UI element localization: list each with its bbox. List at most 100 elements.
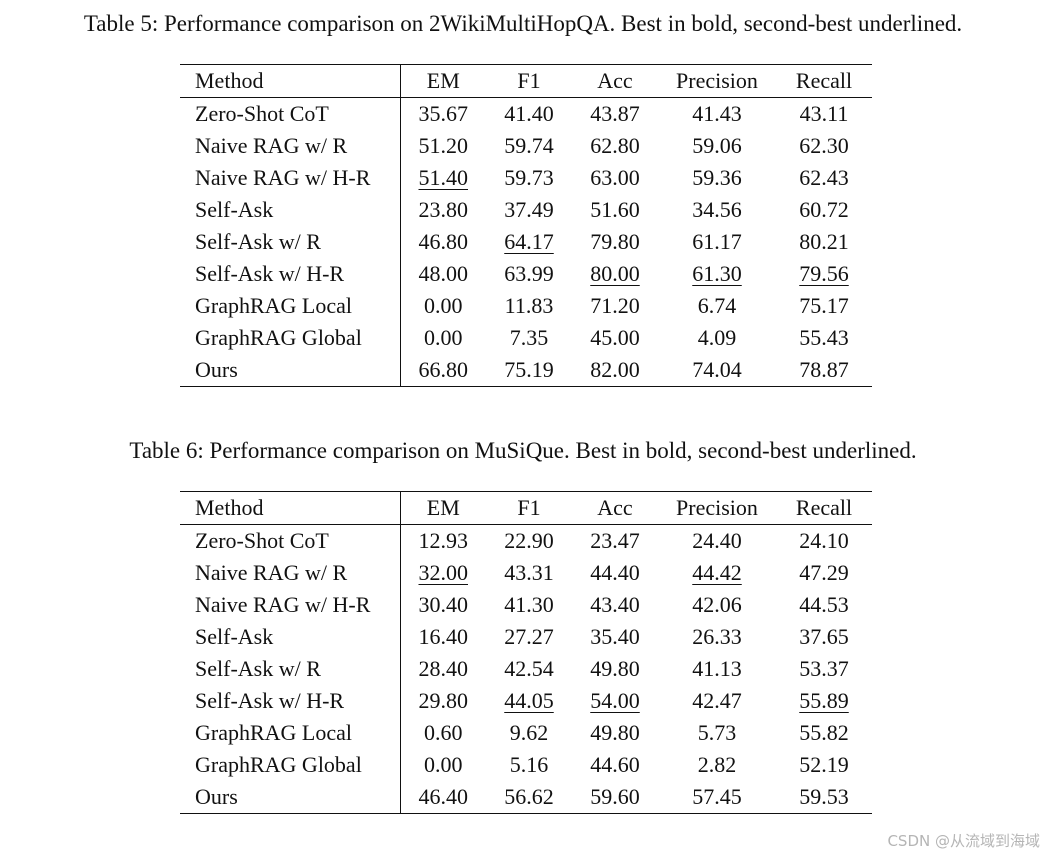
- method-cell: Ours: [180, 354, 401, 387]
- em-cell: 66.80: [418, 357, 469, 382]
- recall-cell: 55.89: [799, 688, 849, 713]
- f1-cell: 5.16: [509, 752, 549, 777]
- precision-cell: 61.17: [692, 229, 742, 254]
- recall-cell: 53.37: [799, 656, 849, 681]
- method-cell: Self-Ask w/ H-R: [180, 258, 401, 290]
- acc-cell: 49.80: [590, 720, 640, 745]
- em-cell: 0.60: [424, 720, 463, 745]
- f1-cell: 64.17: [504, 229, 554, 254]
- precision-cell: 61.30: [692, 261, 742, 286]
- recall-cell: 79.56: [799, 261, 849, 286]
- precision-cell: 41.13: [692, 656, 742, 681]
- column-header-em: EM: [426, 495, 460, 520]
- table-5: Method EM F1 Acc Precision Recall Zero-S…: [180, 64, 872, 387]
- column-header-acc: Acc: [597, 68, 633, 93]
- f1-cell: 37.49: [504, 197, 554, 222]
- column-header-method: Method: [180, 491, 401, 525]
- column-header-method: Method: [180, 64, 401, 98]
- em-cell: 12.93: [418, 528, 469, 553]
- em-cell: 32.00: [418, 560, 469, 585]
- precision-cell: 42.06: [692, 592, 742, 617]
- acc-cell: 49.80: [590, 656, 640, 681]
- table-row: GraphRAG Local 0.00 11.83 71.20 6.74 75.17: [180, 290, 872, 322]
- method-cell: Naive RAG w/ R: [180, 557, 401, 589]
- method-cell: Naive RAG w/ H-R: [180, 589, 401, 621]
- acc-cell: 82.00: [590, 357, 640, 382]
- method-cell: GraphRAG Global: [180, 322, 401, 354]
- column-header-recall: Recall: [795, 68, 853, 93]
- em-cell: 0.00: [424, 752, 463, 777]
- column-header-f1: F1: [517, 495, 541, 520]
- table-header-row: Method EM F1 Acc Precision Recall: [180, 64, 872, 98]
- recall-cell: 47.29: [799, 560, 849, 585]
- precision-cell: 74.04: [692, 357, 742, 382]
- em-cell: 51.40: [418, 165, 469, 190]
- table-5-caption: Table 5: Performance comparison on 2Wiki…: [83, 11, 963, 36]
- em-cell: 48.00: [418, 261, 469, 286]
- precision-cell: 57.45: [692, 784, 742, 809]
- recall-cell: 75.17: [799, 293, 849, 318]
- method-cell: GraphRAG Local: [180, 717, 401, 749]
- table-6-caption: Table 6: Performance comparison on MuSiQ…: [129, 438, 917, 463]
- table-row: Self-Ask 23.80 37.49 51.60 34.56 60.72: [180, 194, 872, 226]
- f1-cell: 75.19: [504, 357, 554, 382]
- acc-cell: 79.80: [590, 229, 640, 254]
- acc-cell: 45.00: [590, 325, 640, 350]
- table-row: Naive RAG w/ H-R 51.40 59.73 63.00 59.36 62.4…: [180, 162, 872, 194]
- recall-cell: 60.72: [799, 197, 849, 222]
- method-cell: Self-Ask w/ H-R: [180, 685, 401, 717]
- table-row: Self-Ask 16.40 27.27 35.40 26.33 37.65: [180, 621, 872, 653]
- column-header-acc: Acc: [597, 495, 633, 520]
- column-header-precision: Precision: [676, 68, 758, 93]
- method-cell: Naive RAG w/ R: [180, 130, 401, 162]
- recall-cell: 59.53: [799, 784, 849, 809]
- recall-cell: 62.43: [799, 165, 849, 190]
- recall-cell: 78.87: [799, 357, 849, 382]
- method-cell: Zero-Shot CoT: [180, 97, 401, 130]
- recall-cell: 43.11: [799, 101, 849, 126]
- table-row: Naive RAG w/ R 32.00 43.31 44.40 44.42 47.29: [180, 557, 872, 589]
- table-row: Self-Ask w/ H-R 48.00 63.99 80.00 61.30 79.56: [180, 258, 872, 290]
- recall-cell: 62.30: [799, 133, 849, 158]
- column-header-f1: F1: [517, 68, 541, 93]
- method-cell: Self-Ask: [180, 621, 401, 653]
- em-cell: 51.20: [418, 133, 469, 158]
- recall-cell: 55.43: [799, 325, 849, 350]
- column-header-em: EM: [426, 68, 460, 93]
- method-cell: Naive RAG w/ H-R: [180, 162, 401, 194]
- precision-cell: 59.36: [692, 165, 742, 190]
- em-cell: 46.40: [418, 784, 469, 809]
- acc-cell: 71.20: [590, 293, 640, 318]
- acc-cell: 63.00: [590, 165, 640, 190]
- f1-cell: 59.74: [504, 133, 554, 158]
- table-row: GraphRAG Local 0.60 9.62 49.80 5.73 55.82: [180, 717, 872, 749]
- acc-cell: 44.60: [590, 752, 640, 777]
- em-cell: 30.40: [418, 592, 469, 617]
- recall-cell: 44.53: [799, 592, 849, 617]
- precision-cell: 5.73: [697, 720, 737, 745]
- recall-cell: 52.19: [799, 752, 849, 777]
- f1-cell: 9.62: [509, 720, 549, 745]
- f1-cell: 44.05: [504, 688, 554, 713]
- method-cell: Zero-Shot CoT: [180, 524, 401, 557]
- f1-cell: 63.99: [504, 261, 554, 286]
- precision-cell: 2.82: [697, 752, 737, 777]
- precision-cell: 41.43: [692, 101, 742, 126]
- acc-cell: 54.00: [590, 688, 640, 713]
- f1-cell: 41.30: [504, 592, 554, 617]
- table-6-body: Zero-Shot CoT 12.93 22.90 23.47 24.40 24.10 Na…: [180, 524, 872, 814]
- table-row: Ours 46.40 56.62 59.60 57.45 59.53: [180, 781, 872, 814]
- acc-cell: 35.40: [590, 624, 640, 649]
- table-row: Naive RAG w/ R 51.20 59.74 62.80 59.06 62.30: [180, 130, 872, 162]
- precision-cell: 44.42: [692, 560, 742, 585]
- acc-cell: 43.40: [590, 592, 640, 617]
- f1-cell: 43.31: [504, 560, 554, 585]
- acc-cell: 51.60: [590, 197, 640, 222]
- recall-cell: 24.10: [799, 528, 849, 553]
- table-header-row: Method EM F1 Acc Precision Recall: [180, 491, 872, 525]
- method-cell: Ours: [180, 781, 401, 814]
- em-cell: 29.80: [418, 688, 469, 713]
- em-cell: 23.80: [418, 197, 469, 222]
- acc-cell: 80.00: [590, 261, 640, 286]
- acc-cell: 43.87: [590, 101, 640, 126]
